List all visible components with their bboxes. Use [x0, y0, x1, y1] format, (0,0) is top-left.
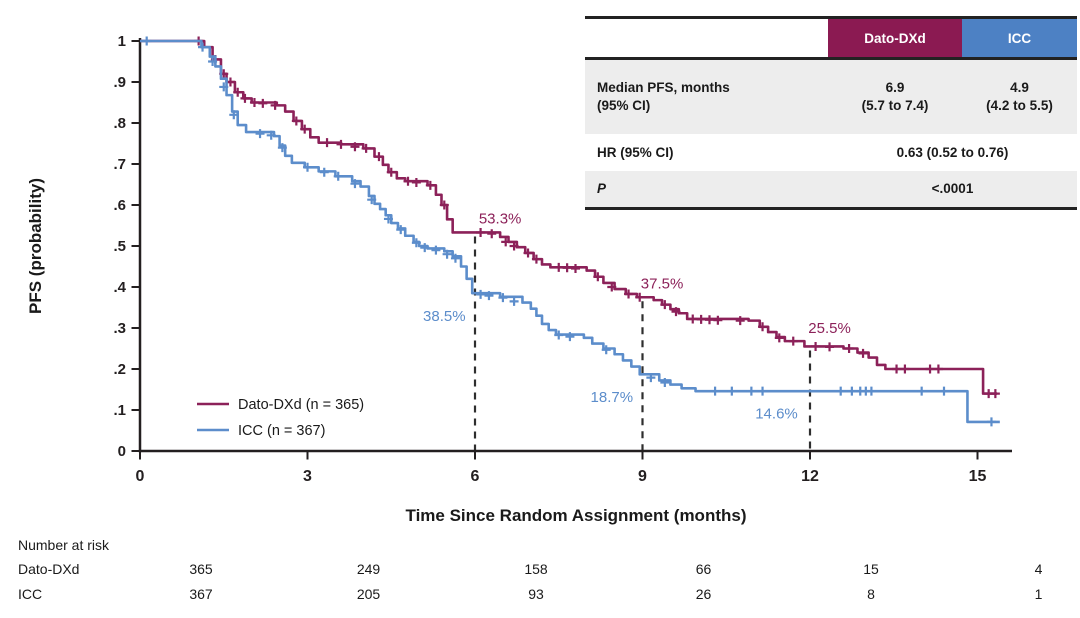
x-tick-label: 0: [136, 468, 145, 485]
risk-value: 249: [356, 561, 381, 577]
median-dato-ci: (5.7 to 7.4): [861, 98, 929, 113]
annotation-38.5pct: 38.5%: [423, 308, 466, 325]
median-dato-months: 6.9: [885, 80, 905, 96]
x-tick-label: 6: [471, 468, 480, 485]
datodxd-curve: [140, 39, 998, 395]
x-tick-label: 9: [638, 468, 647, 485]
y-tick-label: .1: [113, 402, 126, 419]
risk-value: 15: [863, 561, 879, 577]
risk-value: 365: [189, 561, 213, 577]
y-tick-label: .7: [113, 156, 126, 173]
y-axis-title: PFS (probability): [26, 178, 45, 314]
risk-value: 4: [1034, 561, 1043, 577]
y-tick-label: 0: [118, 443, 126, 460]
stats-header-empty: [585, 17, 828, 60]
median-pfs-label: Median PFS, months (95% CI): [585, 58, 828, 134]
risk-value: 93: [528, 586, 544, 602]
annotation-53.3pct: 53.3%: [479, 211, 522, 228]
p-value: <.0001: [828, 171, 1077, 209]
median-icc-ci: (4.2 to 5.5): [986, 98, 1053, 113]
stats-header-dato: Dato-DXd: [828, 17, 962, 60]
risk-value: 8: [867, 586, 875, 602]
median-pfs-icc-value: 4.9 (4.2 to 5.5): [962, 58, 1077, 134]
y-tick-label: .6: [113, 197, 126, 214]
risk-value: 367: [189, 586, 213, 602]
median-pfs-dato-value: 6.9 (5.7 to 7.4): [828, 58, 962, 134]
annotation-37.5pct: 37.5%: [641, 276, 684, 293]
risk-value: 205: [356, 586, 381, 602]
y-tick-label: 1: [118, 33, 126, 50]
x-tick-label: 12: [801, 468, 819, 485]
median-icc-months: 4.9: [1010, 80, 1029, 96]
annotation-14.6pct: 14.6%: [755, 405, 798, 422]
km-plot: 0 .1 .2 .3 .4 .5 .6 .7 .8 .9 1 0 3 6 9 12 15 53.3% 38.5% 37…: [113, 33, 1012, 485]
hr-value: 0.63 (0.52 to 0.76): [896, 144, 1009, 160]
icc-censor-marks: [142, 36, 996, 427]
x-axis-title: Time Since Random Assignment (months): [405, 506, 747, 525]
p-label: P: [585, 171, 828, 209]
y-tick-label: .3: [113, 320, 126, 337]
y-tick-label: .9: [113, 74, 126, 91]
stats-header-icc: ICC: [962, 17, 1077, 60]
legend-label-icc: ICC (n = 367): [238, 423, 325, 439]
annotation-25.5pct: 25.5%: [808, 320, 851, 337]
risk-value: 66: [695, 561, 712, 577]
x-tick-label: 15: [969, 468, 987, 485]
median-pfs-label-line2: (95% CI): [597, 98, 651, 113]
stats-table: Dato-DXd ICC Median PFS, months (95% CI)…: [585, 16, 1077, 210]
risk-row-label-datodxd: Dato-DXd: [18, 561, 80, 577]
risk-value: 1: [1034, 586, 1043, 602]
risk-title: Number at risk: [18, 537, 110, 553]
hr-label: HR (95% CI): [597, 144, 674, 160]
legend-label-dato: Dato-DXd (n = 365): [238, 397, 364, 413]
x-tick-label: 3: [303, 468, 312, 485]
risk-value: 158: [524, 561, 548, 577]
annotation-18.7pct: 18.7%: [591, 389, 634, 406]
y-tick-label: .2: [113, 361, 126, 378]
y-tick-label: .8: [113, 115, 126, 132]
median-pfs-label-line1: Median PFS, months: [597, 80, 730, 96]
risk-row-label-icc: ICC: [18, 586, 43, 602]
risk-value: 26: [695, 586, 712, 602]
y-tick-label: .4: [113, 279, 126, 296]
y-tick-label: .5: [113, 238, 126, 255]
